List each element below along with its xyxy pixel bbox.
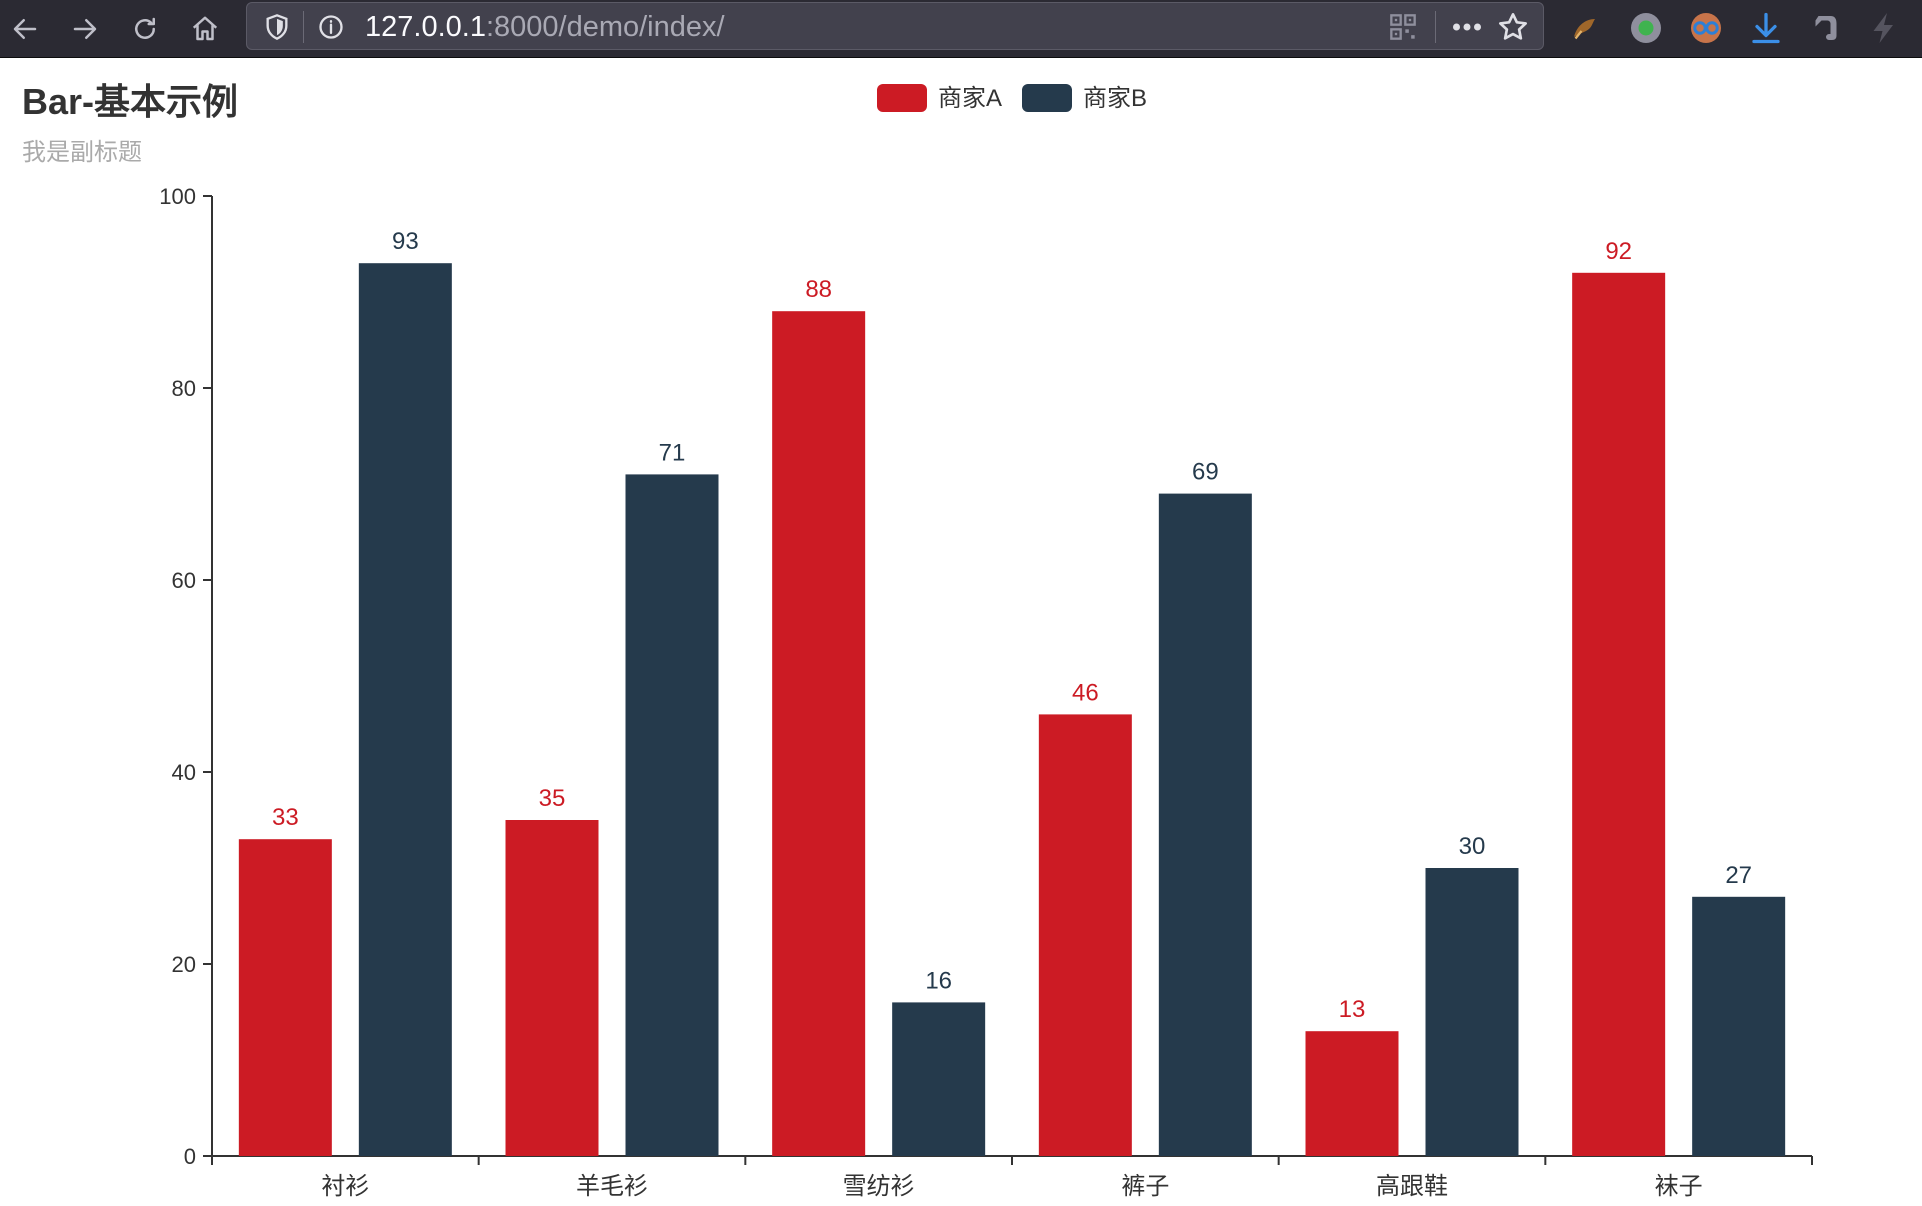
download-icon[interactable] bbox=[1748, 10, 1784, 46]
x-category-label: 裤子 bbox=[1121, 1173, 1169, 1200]
bar-chart: Bar-基本示例 我是副标题 商家A 商家B 0 20 40 60 80 100 衬衫 羊毛衫… bbox=[22, 81, 1813, 1200]
extension-glasses-icon[interactable] bbox=[1688, 10, 1724, 46]
bar-b-0[interactable] bbox=[358, 263, 452, 1156]
x-category-label: 衬衫 bbox=[321, 1173, 369, 1200]
extension-record-icon[interactable] bbox=[1628, 10, 1664, 46]
bars: 33 35 88 46 13 92 93 71 16 69 30 27 bbox=[238, 228, 1786, 1157]
legend-label-1[interactable]: 商家B bbox=[1083, 85, 1147, 112]
bar-value-label: 71 bbox=[659, 439, 686, 466]
chart-subtitle: 我是副标题 bbox=[22, 139, 142, 166]
url-bar[interactable]: 127.0.0.1:8000/demo/index/ bbox=[246, 2, 1544, 50]
url-text[interactable]: 127.0.0.1:8000/demo/index/ bbox=[365, 11, 725, 43]
page-actions-icon[interactable] bbox=[1449, 13, 1485, 41]
bar-a-4[interactable] bbox=[1305, 1031, 1399, 1156]
y-tick-label: 20 bbox=[172, 952, 196, 977]
url-separator bbox=[303, 11, 304, 43]
browser-toolbar: 127.0.0.1:8000/demo/index/ bbox=[0, 0, 1922, 58]
url-separator-right bbox=[1435, 11, 1436, 43]
bar-value-label: 92 bbox=[1605, 238, 1632, 265]
bar-value-label: 30 bbox=[1459, 833, 1486, 860]
bar-a-0[interactable] bbox=[238, 839, 332, 1156]
legend-swatch-1[interactable] bbox=[1022, 84, 1072, 112]
tracking-shield-icon[interactable] bbox=[263, 13, 291, 41]
url-path: :8000/demo/index/ bbox=[485, 11, 725, 43]
bar-a-3[interactable] bbox=[1038, 714, 1132, 1156]
home-button[interactable] bbox=[184, 8, 226, 50]
y-axis: 0 20 40 60 80 100 bbox=[159, 184, 213, 1169]
x-category-label: 袜子 bbox=[1655, 1173, 1703, 1200]
extension-icon[interactable] bbox=[1568, 10, 1604, 46]
url-host: 127.0.0.1 bbox=[365, 11, 486, 43]
bar-value-label: 13 bbox=[1339, 996, 1366, 1023]
bar-b-2[interactable] bbox=[892, 1002, 986, 1156]
y-tick-label: 40 bbox=[172, 760, 196, 785]
back-button[interactable] bbox=[4, 8, 46, 50]
bookmark-star-icon[interactable] bbox=[1497, 11, 1529, 43]
bar-value-label: 33 bbox=[272, 804, 299, 831]
reload-button[interactable] bbox=[124, 8, 166, 50]
bar-b-5[interactable] bbox=[1692, 896, 1786, 1156]
bar-value-label: 46 bbox=[1072, 679, 1099, 706]
y-tick-label: 60 bbox=[172, 568, 196, 593]
x-category-label: 高跟鞋 bbox=[1376, 1173, 1448, 1200]
legend-swatch-0[interactable] bbox=[877, 84, 927, 112]
y-tick-label: 80 bbox=[172, 376, 196, 401]
chart-legend: 商家A 商家B bbox=[877, 84, 1147, 112]
x-axis: 衬衫 羊毛衫 雪纺衫 裤子 高跟鞋 袜子 bbox=[211, 1155, 1813, 1200]
bar-value-label: 35 bbox=[539, 785, 566, 812]
bar-value-label: 93 bbox=[392, 228, 419, 255]
qr-code-icon[interactable] bbox=[1389, 13, 1417, 41]
y-tick-label: 100 bbox=[159, 184, 196, 209]
lightning-icon[interactable] bbox=[1866, 10, 1902, 46]
back-icon bbox=[13, 19, 37, 39]
bar-b-4[interactable] bbox=[1425, 868, 1519, 1156]
evernote-icon[interactable] bbox=[1808, 10, 1844, 46]
forward-icon bbox=[73, 19, 97, 39]
x-category-label: 雪纺衫 bbox=[843, 1173, 915, 1200]
bar-a-2[interactable] bbox=[772, 311, 866, 1156]
bar-b-1[interactable] bbox=[625, 474, 719, 1156]
bar-a-1[interactable] bbox=[505, 820, 599, 1156]
y-tick-label: 0 bbox=[184, 1144, 196, 1169]
home-icon bbox=[192, 16, 218, 41]
bar-a-5[interactable] bbox=[1572, 272, 1666, 1156]
x-category-label: 羊毛衫 bbox=[576, 1173, 648, 1200]
bar-value-label: 27 bbox=[1725, 862, 1752, 889]
forward-button[interactable] bbox=[64, 8, 106, 50]
bar-value-label: 69 bbox=[1192, 459, 1219, 486]
bar-b-3[interactable] bbox=[1158, 493, 1252, 1157]
bar-value-label: 16 bbox=[925, 967, 952, 994]
chart-title: Bar-基本示例 bbox=[22, 81, 238, 122]
reload-icon bbox=[135, 17, 155, 39]
bar-value-label: 88 bbox=[805, 276, 832, 303]
site-info-icon[interactable] bbox=[317, 13, 345, 41]
legend-label-0[interactable]: 商家A bbox=[938, 85, 1002, 112]
